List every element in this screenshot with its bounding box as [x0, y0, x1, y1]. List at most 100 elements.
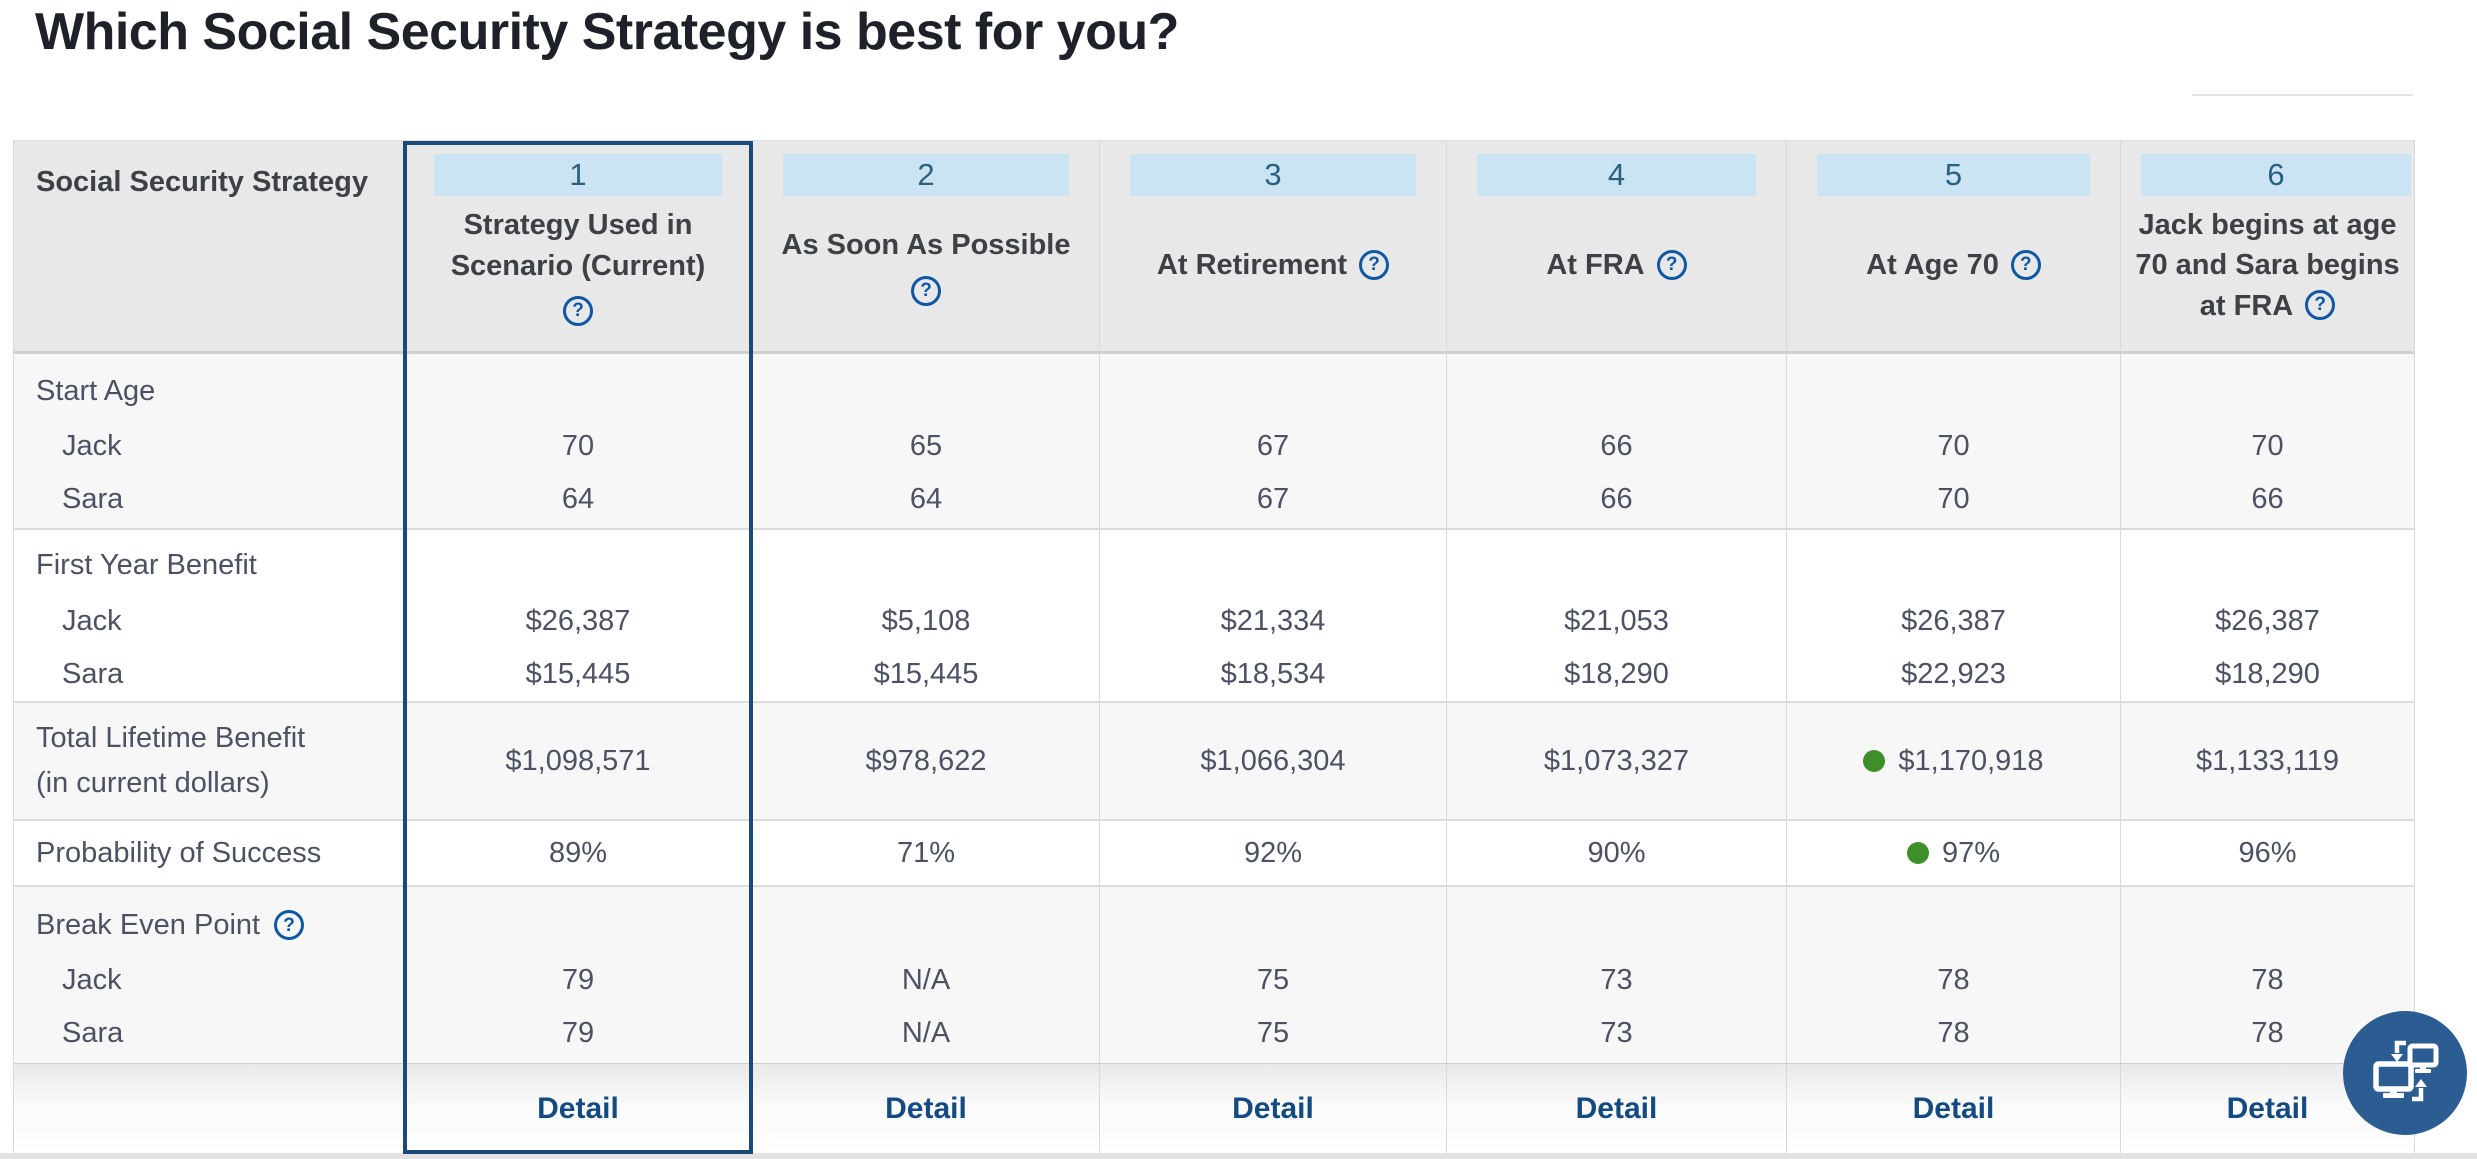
strategy-column-header-5[interactable]: 5 At Age 70? [1786, 141, 2120, 351]
table-row-group: Total Lifetime Benefit (in current dollar… [14, 701, 2414, 819]
column-number-strip[interactable]: 1 [434, 154, 722, 196]
table-row-group: Probability of Success 89% 71% 92% 90% 97% 96% [14, 819, 2414, 885]
cell-value-wrap: 97% [1906, 837, 2000, 870]
value-grid: $21,334 $18,534 [1100, 531, 1446, 701]
help-icon[interactable]: ? [2305, 289, 2336, 320]
value-grid: $26,387 $22,923 [1787, 531, 2120, 701]
value-grid: 78 78 [2121, 890, 2414, 1060]
cell-value-wrap: 96% [2238, 837, 2296, 870]
value-grid: 70 70 [1787, 356, 2120, 526]
value-cell: $1,098,571 [403, 703, 752, 819]
detail-link[interactable]: Detail [1575, 1092, 1658, 1125]
column-number-strip[interactable]: 3 [1130, 154, 1416, 196]
detail-cell: Detail [1446, 1064, 1786, 1154]
screen-share-button[interactable] [2343, 1011, 2467, 1135]
cell-value: 78 [1937, 1017, 1970, 1049]
cell-value-wrap: $1,073,327 [1544, 745, 1689, 778]
detail-link[interactable]: Detail [1912, 1092, 1995, 1125]
value-cell: 73 73 [1446, 887, 1786, 1063]
cell-value-wrap: 89% [549, 837, 607, 870]
column-number-strip[interactable]: 4 [1477, 154, 1756, 196]
value-cell: $1,073,327 [1446, 703, 1786, 819]
value-cell: 70 70 [1786, 354, 2120, 528]
strategy-column-header-6[interactable]: 6 Jack begins at age 70 and Sara begins a… [2120, 141, 2414, 351]
help-icon[interactable]: ? [2010, 249, 2041, 280]
value-cell: 70 64 [403, 354, 752, 528]
cell-value: 79 [561, 964, 595, 996]
cell-value: 73 [1600, 964, 1633, 996]
row-sublabel: Jack [62, 964, 122, 996]
cell-value: 64 [909, 483, 943, 515]
value-grid: 79 79 [404, 890, 752, 1060]
cell-value: 75 [1256, 964, 1290, 996]
cell-value: $18,290 [2215, 657, 2320, 690]
cell-value: 66 [1600, 430, 1633, 462]
value-cell: $21,334 $18,534 [1099, 530, 1446, 701]
strategy-column-header-1[interactable]: 1 Strategy Used in Scenario (Current)? [403, 141, 752, 351]
detail-cell: Detail [403, 1064, 752, 1154]
row-group-label-text: Start Age [36, 374, 156, 407]
detail-row: Detail Detail Detail Detail Detail Detail [14, 1063, 2414, 1154]
cell-value: $15,445 [525, 657, 631, 690]
cell-value: 64 [561, 483, 595, 515]
cell-value: $21,334 [1220, 604, 1326, 637]
strategy-column-header-4[interactable]: 4 At FRA? [1446, 141, 1786, 351]
value-cell: 92% [1099, 821, 1446, 885]
cell-value-wrap: $1,098,571 [505, 745, 650, 778]
cell-value: $26,387 [2215, 604, 2320, 637]
row-group-label: Break Even Point? [14, 909, 403, 942]
value-grid: $21,053 $18,290 [1447, 531, 1786, 701]
row-label-cell: Start Age Jack Sara [14, 354, 403, 528]
cell-value: $1,073,327 [1543, 744, 1690, 777]
row-sublabel: Jack [62, 430, 122, 462]
column-number-strip[interactable]: 5 [1817, 154, 2090, 196]
value-cell: N/A N/A [752, 887, 1099, 1063]
cell-value: 70 [1937, 430, 1970, 462]
detail-empty-cell [14, 1064, 403, 1154]
value-cell: $1,133,119 [2120, 703, 2414, 819]
row-group-label-text: Break Even Point [36, 908, 261, 941]
value-grid: $26,387 $15,445 [404, 531, 752, 701]
detail-link[interactable]: Detail [537, 1092, 619, 1125]
help-icon[interactable]: ? [274, 910, 305, 940]
row-label-grid: First Year Benefit Jack Sara [14, 531, 403, 701]
value-cell: 96% [2120, 821, 2414, 885]
column-number: 2 [917, 157, 935, 192]
strategy-comparison-table: Social Security Strategy 1 Strategy Used i… [13, 140, 2415, 1156]
detail-cell: Detail [2120, 1064, 2414, 1154]
row-sublabel: Jack [62, 604, 122, 637]
cell-value: 89% [548, 836, 608, 869]
column-number-strip[interactable]: 2 [783, 154, 1069, 196]
cell-value: 67 [1256, 483, 1290, 515]
cell-value: 65 [909, 430, 943, 462]
column-number-strip[interactable]: 6 [2141, 154, 2411, 196]
column-number: 1 [569, 157, 587, 192]
detail-link[interactable]: Detail [2226, 1092, 2309, 1125]
value-cell: 66 66 [1446, 354, 1786, 528]
value-cell: 78 78 [2120, 887, 2414, 1063]
help-icon[interactable]: ? [911, 275, 941, 306]
help-icon[interactable]: ? [1359, 249, 1390, 280]
strategy-column-header-3[interactable]: 3 At Retirement? [1099, 141, 1446, 351]
value-grid: 75 75 [1100, 890, 1446, 1060]
value-grid: 67 67 [1100, 356, 1446, 526]
dual-monitor-sync-icon [2373, 1040, 2439, 1102]
help-icon[interactable]: ? [563, 295, 593, 326]
column-title: Jack begins at age 70 and Sara begins at… [2135, 209, 2400, 322]
column-title-wrap: At Retirement? [1100, 196, 1446, 351]
cell-value: $21,053 [1564, 604, 1669, 637]
row-group-label: Start Age [14, 375, 403, 408]
column-title-wrap: At Age 70? [1787, 196, 2120, 351]
detail-link[interactable]: Detail [885, 1092, 967, 1125]
detail-link[interactable]: Detail [1232, 1092, 1314, 1125]
cell-value: 70 [1937, 483, 1970, 515]
help-icon[interactable]: ? [1656, 249, 1687, 280]
cell-value: N/A [901, 964, 951, 996]
column-title: At Retirement? [1157, 245, 1390, 285]
strategy-column-header-2[interactable]: 2 As Soon As Possible? [752, 141, 1099, 351]
cell-value: 66 [2251, 483, 2284, 515]
row-label-cell: Probability of Success [14, 821, 403, 885]
value-cell: 70 66 [2120, 354, 2414, 528]
value-cell: $5,108 $15,445 [752, 530, 1099, 701]
page-bottom-bar [0, 1153, 2477, 1159]
